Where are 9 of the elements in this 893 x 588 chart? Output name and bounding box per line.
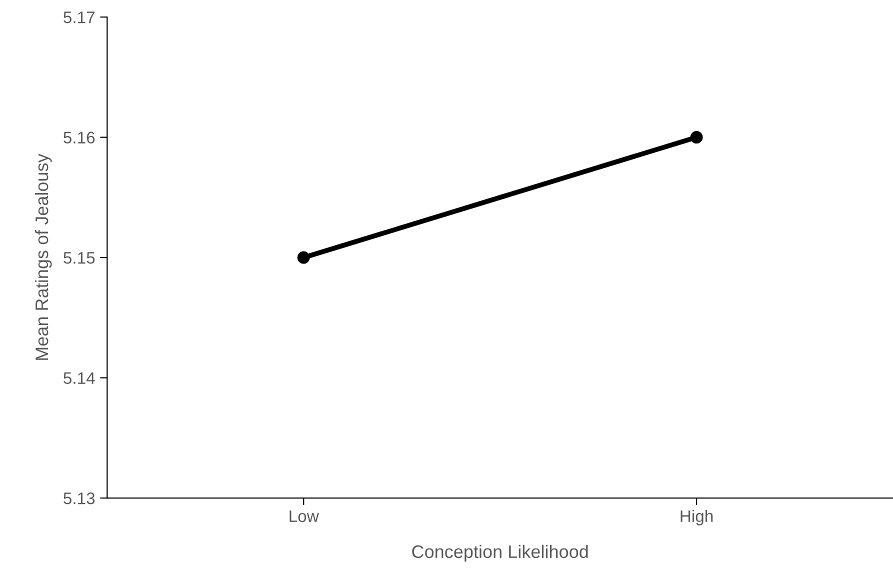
y-tick-label: 5.14 (64, 372, 95, 384)
y-axis-title: Mean Ratings of Jealousy (34, 154, 52, 360)
y-tick-label: 5.15 (64, 252, 95, 264)
x-tick-label: High (680, 510, 713, 526)
x-tick-label: Low (290, 510, 319, 522)
y-tick-label: 5.17 (64, 12, 95, 24)
y-tick-label: 5.16 (64, 132, 95, 144)
y-tick-label: 5.13 (64, 492, 95, 504)
x-axis-title: Conception Likelihood (412, 544, 588, 562)
